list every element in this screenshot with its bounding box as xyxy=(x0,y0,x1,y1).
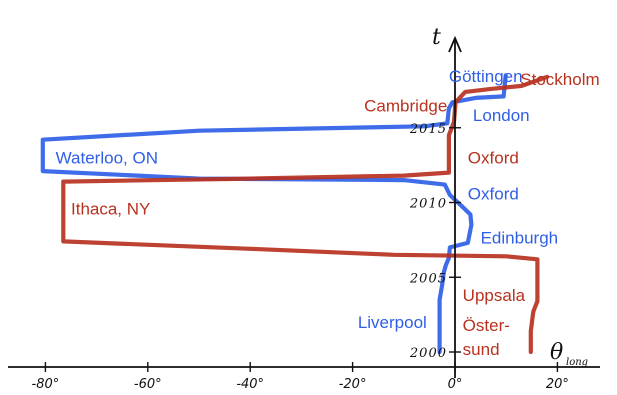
series-line-1 xyxy=(61,74,550,355)
ticks-layer: -80° -60° -40° -20° 0° 20° 2000 2005 2010 2015 xyxy=(32,122,569,392)
place-label: Uppsala xyxy=(463,286,526,305)
y-axis-title: t xyxy=(432,25,441,50)
series-layer xyxy=(40,73,550,355)
x-tick-label: -40° xyxy=(236,377,264,392)
place-label: Göttingen xyxy=(449,67,523,86)
y-tick-label: 2000 xyxy=(409,346,447,361)
x-tick-label: -20° xyxy=(339,377,367,392)
place-label: Oxford xyxy=(468,185,519,204)
x-tick-label: 0° xyxy=(448,377,463,392)
y-tick-label: 2010 xyxy=(409,197,447,212)
place-label: London xyxy=(473,106,530,125)
axes-layer xyxy=(8,35,600,378)
place-label: Ithaca, NY xyxy=(71,199,150,218)
place-label: Cambridge xyxy=(364,96,447,115)
place-label: Edinburgh xyxy=(481,229,559,248)
y-axis-arrow xyxy=(448,35,462,53)
place-label: Waterloo, ON xyxy=(56,149,158,168)
place-label: Öster- xyxy=(463,316,510,335)
place-label: Oxford xyxy=(468,149,519,168)
y-tick-label: 2005 xyxy=(409,271,447,286)
x-tick-label: 20° xyxy=(546,377,569,392)
series-line-0 xyxy=(40,73,508,355)
x-tick-label: -60° xyxy=(134,377,162,392)
x-axis-title-main: θ xyxy=(550,340,563,365)
place-label: Liverpool xyxy=(358,313,427,332)
x-tick-label: -80° xyxy=(32,377,60,392)
x-axis-title-sub: long xyxy=(566,357,588,368)
place-label: Stockholm xyxy=(520,70,599,89)
x-axis-title: θ long xyxy=(550,340,588,368)
place-label: sund xyxy=(463,340,500,359)
y-tick-label: 2015 xyxy=(409,122,447,137)
